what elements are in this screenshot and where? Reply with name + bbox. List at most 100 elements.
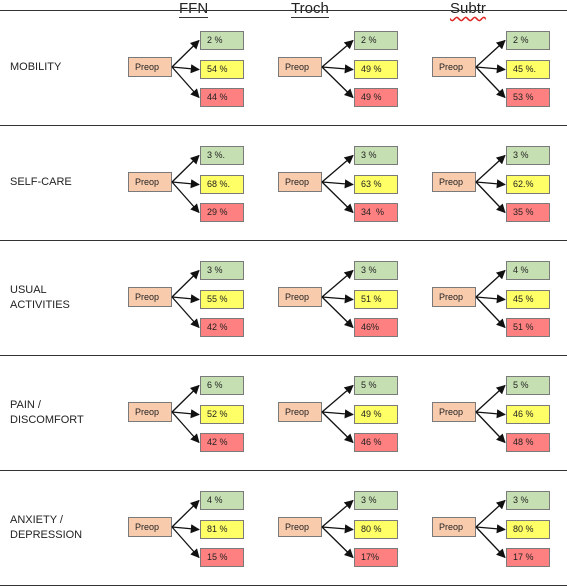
arrow-worse-ffn bbox=[171, 296, 200, 329]
arrow-improved-troch bbox=[321, 269, 354, 298]
outcome-improved-ffn: 2 % bbox=[200, 31, 244, 50]
header-subtr-label: Subtr bbox=[450, 0, 486, 17]
outcome-improved-subtr: 4 % bbox=[506, 261, 550, 280]
dimension-label: SELF-CARE bbox=[10, 176, 72, 188]
header-troch-label: Troch bbox=[291, 0, 329, 18]
outcome-improved-subtr: 3 % bbox=[506, 146, 550, 165]
arrow-improved-troch bbox=[321, 39, 354, 68]
arrows-layer bbox=[171, 384, 506, 444]
outcome-worse-subtr: 51 % bbox=[506, 318, 550, 337]
dimension-label: PAIN / DISCOMFORT bbox=[10, 399, 84, 426]
preop-box-ffn: Preop bbox=[128, 287, 172, 307]
separator-line bbox=[0, 10, 567, 11]
preop-box-subtr: Preop bbox=[432, 287, 476, 307]
dimension-row: USUAL ACTIVITIES Preop 3 % 55 % 42 % Preop 3 %… bbox=[0, 240, 567, 355]
arrow-improved-subtr bbox=[475, 39, 506, 68]
arrow-unchanged-troch bbox=[321, 294, 354, 304]
arrow-worse-subtr bbox=[475, 526, 506, 559]
arrow-worse-troch bbox=[321, 296, 354, 329]
outcome-worse-subtr: 35 % bbox=[506, 203, 550, 222]
arrow-unchanged-subtr bbox=[475, 179, 506, 189]
outcome-unchanged-subtr: 80 % bbox=[506, 520, 550, 539]
outcome-worse-troch: 46 % bbox=[354, 433, 398, 452]
preop-box-ffn: Preop bbox=[128, 402, 172, 422]
header-ffn-label: FFN bbox=[179, 0, 209, 18]
outcome-unchanged-ffn: 81 % bbox=[200, 520, 244, 539]
outcome-improved-troch: 3 % bbox=[354, 146, 398, 165]
outcome-unchanged-ffn: 54 % bbox=[200, 60, 244, 79]
arrow-unchanged-troch bbox=[321, 409, 354, 419]
dimension-label: MOBILITY bbox=[10, 61, 62, 73]
arrow-unchanged-ffn bbox=[171, 524, 200, 534]
arrow-worse-ffn bbox=[171, 66, 200, 99]
arrow-worse-troch bbox=[321, 66, 354, 99]
arrow-improved-subtr bbox=[475, 269, 506, 298]
outcome-unchanged-troch: 51 % bbox=[354, 290, 398, 309]
outcome-worse-troch: 17% bbox=[354, 548, 398, 567]
arrow-improved-troch bbox=[321, 499, 354, 528]
outcome-worse-ffn: 42 % bbox=[200, 318, 244, 337]
preop-box-troch: Preop bbox=[278, 402, 322, 422]
arrow-improved-subtr bbox=[475, 384, 506, 413]
outcome-worse-ffn: 42 % bbox=[200, 433, 244, 452]
outcome-improved-subtr: 5 % bbox=[506, 376, 550, 395]
separator-line bbox=[0, 355, 567, 356]
separator-line bbox=[0, 470, 567, 471]
arrow-worse-ffn bbox=[171, 526, 200, 559]
header-subtr: Subtr bbox=[450, 0, 486, 18]
outcome-unchanged-troch: 49 % bbox=[354, 60, 398, 79]
arrows-layer bbox=[171, 499, 506, 559]
outcome-worse-troch: 49 % bbox=[354, 88, 398, 107]
arrow-improved-ffn bbox=[171, 39, 200, 68]
dimension-label: USUAL ACTIVITIES bbox=[10, 284, 70, 311]
outcome-unchanged-subtr: 45 %. bbox=[506, 60, 550, 79]
arrow-worse-subtr bbox=[475, 66, 506, 99]
arrow-unchanged-subtr bbox=[475, 409, 506, 419]
preop-box-subtr: Preop bbox=[432, 517, 476, 537]
outcome-improved-ffn: 4 % bbox=[200, 491, 244, 510]
arrow-worse-troch bbox=[321, 411, 354, 444]
outcome-improved-troch: 2 % bbox=[354, 31, 398, 50]
outcome-worse-troch: 34 % bbox=[354, 203, 398, 222]
dimension-row: PAIN / DISCOMFORT Preop 6 % 52 % 42 % Preop 5 … bbox=[0, 355, 567, 470]
outcome-improved-troch: 3 % bbox=[354, 261, 398, 280]
preop-box-ffn: Preop bbox=[128, 172, 172, 192]
outcome-improved-troch: 3 % bbox=[354, 491, 398, 510]
outcome-worse-ffn: 44 % bbox=[200, 88, 244, 107]
outcome-unchanged-ffn: 55 % bbox=[200, 290, 244, 309]
header-troch: Troch bbox=[291, 0, 329, 18]
outcome-unchanged-troch: 63 % bbox=[354, 175, 398, 194]
preop-box-subtr: Preop bbox=[432, 402, 476, 422]
outcome-unchanged-troch: 80 % bbox=[354, 520, 398, 539]
outcome-worse-subtr: 48 % bbox=[506, 433, 550, 452]
arrow-improved-ffn bbox=[171, 499, 200, 528]
arrow-improved-subtr bbox=[475, 499, 506, 528]
outcome-unchanged-troch: 49 % bbox=[354, 405, 398, 424]
dimension-row: SELF-CARE Preop 3 %. 68 %. 29 % Preop 3 % 63 % 3… bbox=[0, 125, 567, 240]
preop-box-troch: Preop bbox=[278, 287, 322, 307]
dimension-label: ANXIETY / DEPRESSION bbox=[10, 514, 83, 541]
outcome-unchanged-subtr: 45 % bbox=[506, 290, 550, 309]
dimension-row: MOBILITY Preop 2 % 54 % 44 % Preop 2 % 49 % 49 %… bbox=[0, 10, 567, 125]
arrow-improved-ffn bbox=[171, 269, 200, 298]
separator-line bbox=[0, 240, 567, 241]
arrow-unchanged-subtr bbox=[475, 524, 506, 534]
outcome-worse-ffn: 29 % bbox=[200, 203, 244, 222]
preop-box-troch: Preop bbox=[278, 172, 322, 192]
outcome-unchanged-subtr: 46 % bbox=[506, 405, 550, 424]
arrow-worse-subtr bbox=[475, 296, 506, 329]
preop-box-subtr: Preop bbox=[432, 172, 476, 192]
preop-box-troch: Preop bbox=[278, 517, 322, 537]
outcome-improved-ffn: 6 % bbox=[200, 376, 244, 395]
outcome-improved-ffn: 3 % bbox=[200, 261, 244, 280]
separator-line bbox=[0, 125, 567, 126]
arrow-worse-ffn bbox=[171, 181, 200, 214]
preop-box-troch: Preop bbox=[278, 57, 322, 77]
arrow-improved-troch bbox=[321, 154, 354, 183]
preop-box-ffn: Preop bbox=[128, 517, 172, 537]
outcome-improved-troch: 5 % bbox=[354, 376, 398, 395]
outcome-unchanged-subtr: 62.% bbox=[506, 175, 550, 194]
outcome-worse-ffn: 15 % bbox=[200, 548, 244, 567]
arrow-worse-troch bbox=[321, 181, 354, 214]
outcome-unchanged-ffn: 68 %. bbox=[200, 175, 244, 194]
